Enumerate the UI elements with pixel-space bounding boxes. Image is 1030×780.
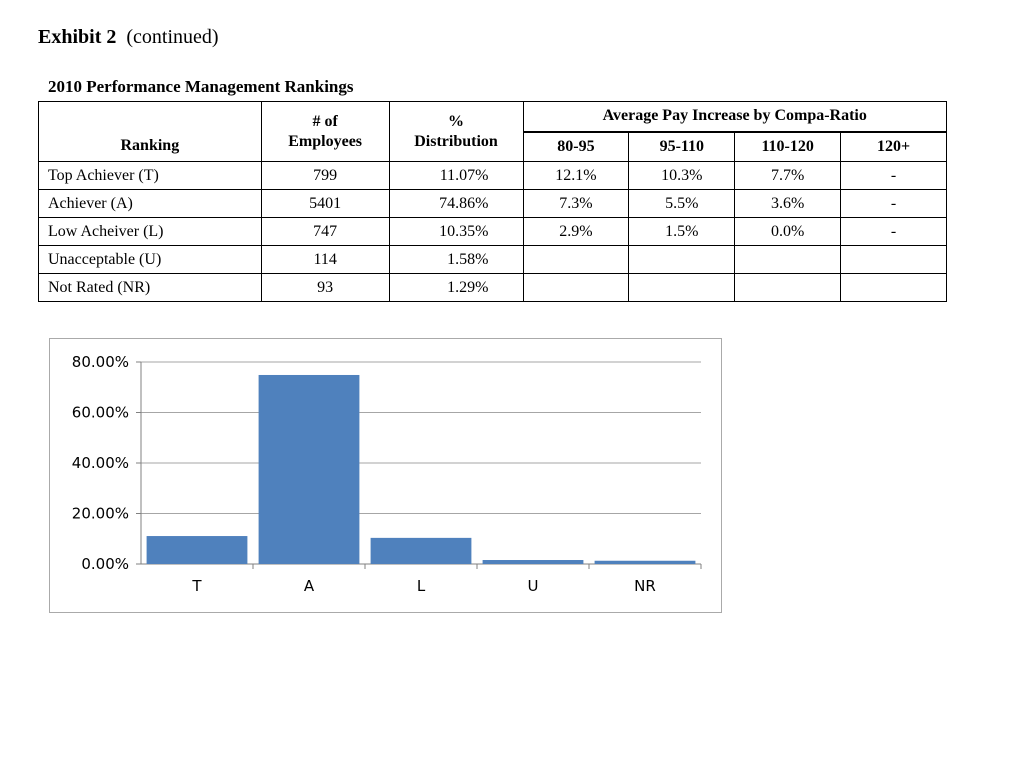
cell-pay: - — [840, 189, 947, 218]
y-tick-label: 0.00% — [81, 555, 129, 573]
bar-t — [146, 536, 248, 564]
cell-pay: - — [840, 217, 947, 246]
cell-distribution: 11.07% — [388, 161, 524, 190]
cell-pay: 1.5% — [628, 217, 736, 246]
cell-pay — [628, 273, 736, 302]
bar-l — [370, 537, 472, 564]
header-employees: # of Employees — [260, 101, 390, 162]
x-tick-label: T — [191, 577, 202, 595]
cell-pay: 0.0% — [734, 217, 842, 246]
cell-pay: 7.7% — [734, 161, 842, 190]
header-band-95-110: 95-110 — [628, 131, 736, 162]
rankings-table: Ranking # of Employees % Distribution Av… — [38, 101, 947, 302]
y-tick-label: 20.00% — [72, 505, 129, 523]
header-pay-group: Average Pay Increase by Compa-Ratio — [522, 101, 947, 133]
table-row: Top Achiever (T) 799 11.07% 12.1% 10.3% … — [38, 161, 947, 190]
table-subheader-row: 80-95 95-110 110-120 120+ — [39, 131, 947, 162]
cell-pay: 2.9% — [522, 217, 630, 246]
table-row: Low Acheiver (L) 747 10.35% 2.9% 1.5% 0.… — [38, 217, 947, 246]
cell-pay — [734, 245, 842, 274]
y-tick-label: 60.00% — [72, 404, 129, 422]
header-ranking: Ranking — [38, 101, 262, 162]
cell-pay: 5.5% — [628, 189, 736, 218]
table-row: Unacceptable (U) 114 1.58% — [38, 245, 947, 274]
header-employees-line1: # of — [312, 112, 338, 130]
cell-employees: 747 — [260, 217, 390, 246]
cell-pay: - — [840, 161, 947, 190]
table-row: Achiever (A) 5401 74.86% 7.3% 5.5% 3.6% … — [38, 189, 947, 218]
header-distribution-line2: Distribution — [414, 132, 498, 150]
x-tick-label: A — [304, 577, 315, 595]
distribution-chart: 0.00% 20.00% 40.00% 60.00% 80.00% T A L U NR — [49, 338, 722, 613]
cell-ranking: Not Rated (NR) — [38, 273, 262, 302]
y-tick-label: 80.00% — [72, 353, 129, 371]
x-tick-label: L — [417, 577, 426, 595]
cell-pay — [628, 245, 736, 274]
exhibit-title: Exhibit 2 (continued) — [38, 26, 219, 49]
cell-ranking: Unacceptable (U) — [38, 245, 262, 274]
bar-u — [482, 560, 584, 564]
table-row: Not Rated (NR) 93 1.29% — [38, 273, 947, 302]
header-band-110-120: 110-120 — [734, 131, 842, 162]
cell-distribution: 1.58% — [388, 245, 524, 274]
cell-pay: 3.6% — [734, 189, 842, 218]
cell-employees: 93 — [260, 273, 390, 302]
cell-pay — [522, 273, 630, 302]
cell-distribution: 10.35% — [388, 217, 524, 246]
cell-employees: 114 — [260, 245, 390, 274]
cell-employees: 5401 — [260, 189, 390, 218]
header-distribution-line1: % — [448, 112, 465, 130]
cell-ranking: Top Achiever (T) — [38, 161, 262, 190]
bar-nr — [594, 560, 696, 564]
header-employees-line2: Employees — [288, 132, 363, 150]
exhibit-note: (continued) — [126, 26, 219, 48]
header-band-80-95: 80-95 — [522, 131, 630, 162]
header-pay-group-label: Average Pay Increase by Compa-Ratio — [602, 107, 867, 125]
cell-pay — [840, 273, 947, 302]
header-ranking-label: Ranking — [120, 137, 180, 154]
header-band-120-plus: 120+ — [840, 131, 947, 162]
cell-ranking: Low Acheiver (L) — [38, 217, 262, 246]
cell-ranking: Achiever (A) — [38, 189, 262, 218]
cell-pay: 10.3% — [628, 161, 736, 190]
cell-pay: 12.1% — [522, 161, 630, 190]
y-tick-label: 40.00% — [72, 454, 129, 472]
exhibit-label: Exhibit 2 — [38, 26, 117, 48]
table-header-row: Ranking # of Employees % Distribution Av… — [38, 101, 947, 162]
cell-pay — [522, 245, 630, 274]
bar-chart-svg: 0.00% 20.00% 40.00% 60.00% 80.00% T A L U NR — [72, 353, 702, 595]
cell-pay: 7.3% — [522, 189, 630, 218]
cell-distribution: 1.29% — [388, 273, 524, 302]
x-tick-label: U — [528, 577, 539, 595]
cell-pay — [734, 273, 842, 302]
table-title: 2010 Performance Management Rankings — [48, 77, 354, 96]
x-tick-label: NR — [634, 577, 656, 595]
cell-pay — [840, 245, 947, 274]
cell-distribution: 74.86% — [388, 189, 524, 218]
cell-employees: 799 — [260, 161, 390, 190]
bar-a — [258, 374, 360, 564]
header-distribution: % Distribution — [388, 101, 524, 162]
